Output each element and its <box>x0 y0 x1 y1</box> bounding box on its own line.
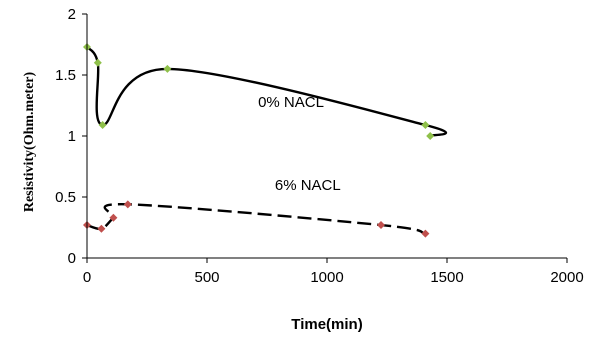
ticks-layer: 0 500 1000 1500 2000 0 0.5 1 1.5 2 <box>55 6 584 286</box>
curves-layer <box>86 46 447 235</box>
axes-layer <box>86 14 567 259</box>
y-tick-label: 0.5 <box>55 189 76 206</box>
x-tick-label: 1500 <box>430 269 463 286</box>
series-line-0 <box>86 46 447 138</box>
markers-layer <box>83 42 435 238</box>
x-tick-label: 1000 <box>310 269 343 286</box>
x-axis-title: Time(min) <box>291 316 362 333</box>
series-label-6pct: 6% NACL <box>275 177 341 194</box>
x-tick-label: 500 <box>194 269 219 286</box>
series-1-point <box>421 229 430 238</box>
series-1-point <box>109 213 118 222</box>
y-axis-title: Resistivity(Ohm.meter) <box>22 71 37 212</box>
series-0-point <box>421 121 430 130</box>
y-tick-label: 0 <box>68 250 76 267</box>
series-1-point <box>377 221 385 230</box>
x-tick-label: 0 <box>83 269 91 286</box>
labels-layer: Time(min) Resistivity(Ohm.meter) 0% NACL… <box>22 71 363 333</box>
series-0-point <box>98 121 107 130</box>
series-1-point <box>97 224 106 233</box>
series-line-1 <box>86 203 426 235</box>
series-label-0pct: 0% NACL <box>258 94 324 111</box>
series-0-point <box>93 58 102 67</box>
series-0-point <box>426 132 435 140</box>
series-1-point <box>123 200 132 209</box>
y-tick-label: 1.5 <box>55 67 76 84</box>
x-tick-label: 2000 <box>550 269 583 286</box>
series-0-point <box>163 64 172 73</box>
y-tick-label: 2 <box>68 6 76 23</box>
y-tick-label: 1 <box>68 128 76 145</box>
